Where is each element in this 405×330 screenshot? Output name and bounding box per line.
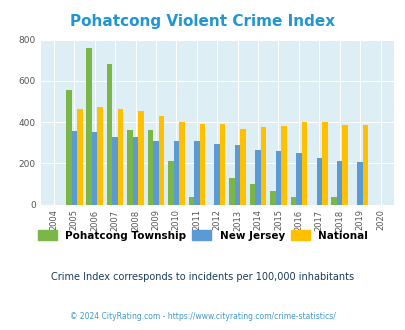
Bar	[240, 129, 245, 205]
Bar	[270, 191, 275, 205]
Bar	[92, 132, 97, 205]
Bar	[117, 109, 123, 205]
Bar	[249, 184, 255, 205]
Bar	[173, 141, 179, 205]
Bar	[86, 48, 92, 205]
Bar	[97, 107, 103, 205]
Bar	[281, 126, 286, 205]
Text: Crime Index corresponds to incidents per 100,000 inhabitants: Crime Index corresponds to incidents per…	[51, 272, 354, 282]
Bar	[112, 137, 117, 205]
Bar	[301, 122, 307, 205]
Bar	[199, 124, 205, 205]
Bar	[179, 122, 184, 205]
Bar	[168, 161, 173, 205]
Bar	[229, 178, 234, 205]
Text: Pohatcong Violent Crime Index: Pohatcong Violent Crime Index	[70, 14, 335, 29]
Bar	[321, 122, 327, 205]
Bar	[290, 197, 295, 205]
Bar	[194, 141, 199, 205]
Bar	[147, 130, 153, 205]
Bar	[158, 116, 164, 205]
Bar	[342, 125, 347, 205]
Bar	[356, 162, 362, 205]
Bar	[214, 144, 220, 205]
Bar	[132, 137, 138, 205]
Bar	[107, 64, 112, 205]
Text: © 2024 CityRating.com - https://www.cityrating.com/crime-statistics/: © 2024 CityRating.com - https://www.city…	[70, 312, 335, 321]
Bar	[362, 125, 367, 205]
Bar	[330, 197, 336, 205]
Bar	[295, 153, 301, 205]
Bar	[275, 151, 281, 205]
Bar	[127, 130, 132, 205]
Bar	[316, 158, 321, 205]
Bar	[66, 90, 71, 205]
Bar	[153, 141, 158, 205]
Bar	[220, 124, 225, 205]
Bar	[234, 145, 240, 205]
Bar	[188, 197, 194, 205]
Bar	[71, 131, 77, 205]
Bar	[255, 150, 260, 205]
Bar	[138, 111, 143, 205]
Legend: Pohatcong Township, New Jersey, National: Pohatcong Township, New Jersey, National	[34, 226, 371, 245]
Bar	[77, 109, 82, 205]
Bar	[336, 161, 342, 205]
Bar	[260, 127, 266, 205]
